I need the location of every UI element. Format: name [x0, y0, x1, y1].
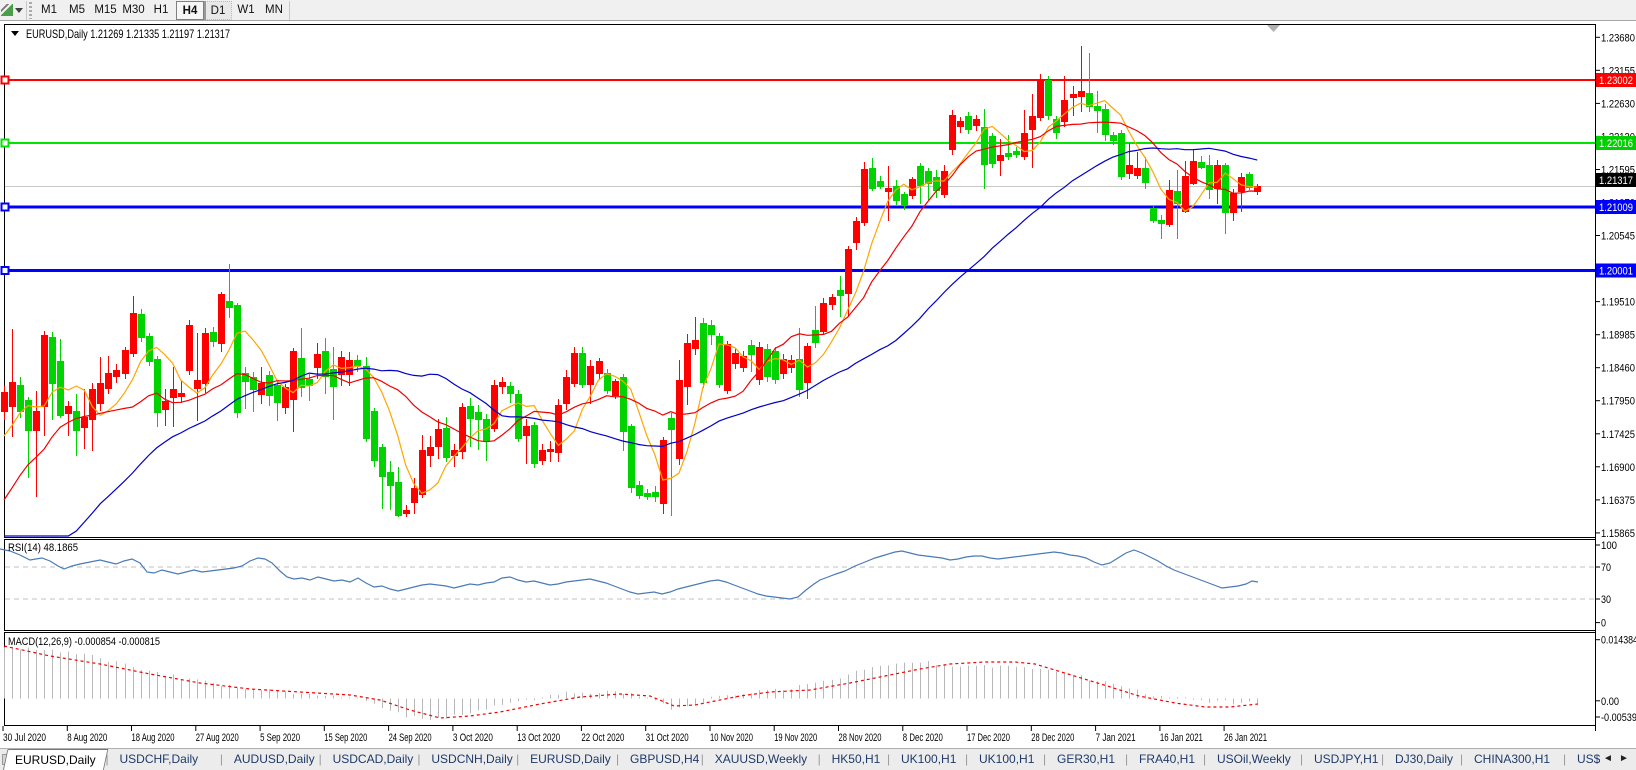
svg-text:26 Jan 2021: 26 Jan 2021	[1224, 732, 1267, 744]
svg-text:31 Oct 2020: 31 Oct 2020	[646, 732, 689, 744]
svg-text:7 Jan 2021: 7 Jan 2021	[1096, 732, 1136, 744]
svg-text:0.014384: 0.014384	[1601, 635, 1636, 647]
svg-text:70: 70	[1601, 562, 1611, 574]
svg-text:EURUSD,Daily 1.21269 1.21335: EURUSD,Daily 1.21269 1.21335 1.21197 1.2…	[26, 27, 230, 41]
svg-text:5 Sep 2020: 5 Sep 2020	[260, 732, 300, 744]
svg-text:30 Jul 2020: 30 Jul 2020	[3, 732, 46, 744]
svg-text:0.00: 0.00	[1601, 696, 1619, 708]
svg-text:-0.005396: -0.005396	[1601, 712, 1636, 724]
svg-text:1.20545: 1.20545	[1601, 231, 1635, 243]
svg-text:1.16375: 1.16375	[1601, 495, 1635, 507]
svg-text:1.16900: 1.16900	[1601, 462, 1635, 474]
svg-text:28 Nov 2020: 28 Nov 2020	[839, 732, 882, 744]
svg-text:1.21317: 1.21317	[1599, 175, 1633, 187]
svg-text:1.15865: 1.15865	[1601, 528, 1635, 540]
svg-text:1.23002: 1.23002	[1599, 75, 1633, 87]
svg-text:MACD(12,26,9) -0.000854 -0.000: MACD(12,26,9) -0.000854 -0.000815	[8, 636, 160, 648]
svg-text:15 Sep 2020: 15 Sep 2020	[324, 732, 367, 744]
svg-text:22 Oct 2020: 22 Oct 2020	[581, 732, 624, 744]
svg-text:24 Sep 2020: 24 Sep 2020	[389, 732, 432, 744]
svg-text:10 Nov 2020: 10 Nov 2020	[710, 732, 753, 744]
svg-text:1.20001: 1.20001	[1599, 266, 1633, 278]
svg-text:27 Aug 2020: 27 Aug 2020	[196, 732, 239, 744]
svg-text:28 Dec 2020: 28 Dec 2020	[1031, 732, 1074, 744]
svg-text:13 Oct 2020: 13 Oct 2020	[517, 732, 560, 744]
svg-text:16 Jan 2021: 16 Jan 2021	[1160, 732, 1203, 744]
svg-text:1.22016: 1.22016	[1599, 138, 1633, 150]
svg-text:RSI(14) 48.1865: RSI(14) 48.1865	[8, 542, 78, 554]
svg-text:1.18985: 1.18985	[1601, 330, 1635, 342]
svg-text:1.17425: 1.17425	[1601, 429, 1635, 441]
svg-text:30: 30	[1601, 594, 1611, 606]
svg-text:1.17950: 1.17950	[1601, 396, 1635, 408]
svg-text:1.23680: 1.23680	[1601, 32, 1635, 44]
svg-text:19 Nov 2020: 19 Nov 2020	[774, 732, 817, 744]
svg-text:1.18460: 1.18460	[1601, 363, 1635, 375]
svg-text:1.19510: 1.19510	[1601, 297, 1635, 309]
svg-text:100: 100	[1601, 540, 1617, 552]
svg-text:18 Aug 2020: 18 Aug 2020	[132, 732, 175, 744]
svg-text:8 Dec 2020: 8 Dec 2020	[903, 732, 943, 744]
svg-text:0: 0	[1601, 618, 1606, 630]
svg-text:3 Oct 2020: 3 Oct 2020	[453, 732, 493, 744]
svg-text:1.22630: 1.22630	[1601, 98, 1635, 110]
svg-text:17 Dec 2020: 17 Dec 2020	[967, 732, 1010, 744]
svg-text:1.21009: 1.21009	[1599, 202, 1633, 214]
svg-text:8 Aug 2020: 8 Aug 2020	[67, 732, 107, 744]
